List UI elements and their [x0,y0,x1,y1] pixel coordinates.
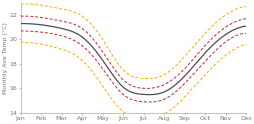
Y-axis label: Monthly Ave Temp (°C): Monthly Ave Temp (°C) [3,22,8,94]
